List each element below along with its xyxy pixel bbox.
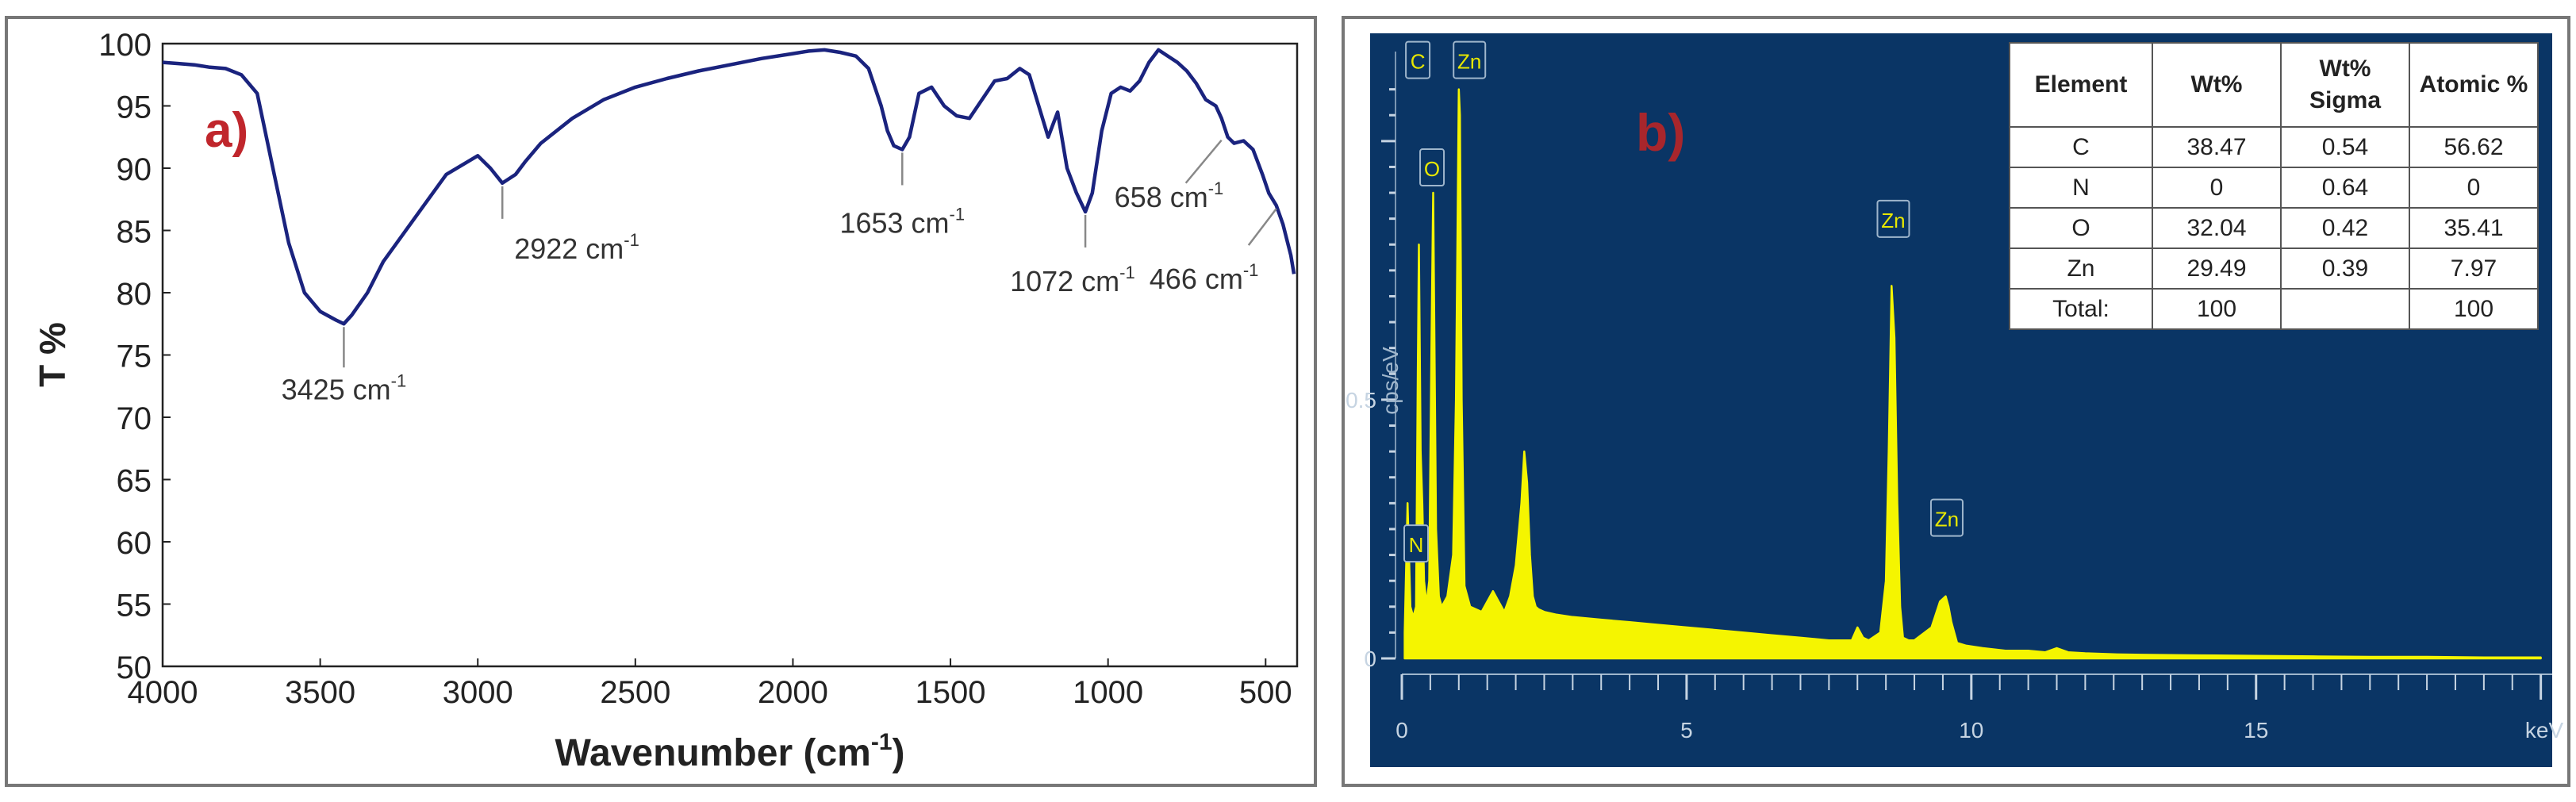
edx-peak-label: Zn [1881,209,1905,232]
ftir-x-axis-label: Wavenumber (cm-1) [555,729,905,774]
ftir-y-tick-label: 95 [117,90,152,125]
edx-peak-label-box [1405,40,1431,79]
edx-x-tick-label: 0 [1395,718,1408,743]
ftir-y-axis-label: T % [32,322,73,387]
edx-table-cell: 100 [2152,288,2282,330]
edx-table-cell: Zn [2009,248,2153,290]
ftir-x-axis-label-main: Wavenumber (cm [555,732,871,774]
ftir-x-tick-label: 1000 [1073,675,1143,710]
edx-table-header: Wt% [2152,42,2282,128]
ftir-peak-annotation: 466 cm-1 [1150,260,1259,295]
ftir-peak-annotation: 2922 cm-1 [514,230,639,265]
edx-y-tick-label: 0 [1364,647,1376,671]
edx-table-row: O 32.04 0.42 35.41 [2009,207,2539,249]
edx-peak-label-box [1453,40,1487,79]
edx-table-header: Atomic % [2409,42,2539,128]
edx-table-cell: 0.64 [2280,167,2410,209]
edx-table-cell: 35.41 [2409,207,2539,249]
ftir-x-tick-label: 1500 [916,675,986,710]
ftir-chart: 50 55 60 65 70 75 80 85 90 95 100 4000 3500 3000 2500… [5,16,1317,787]
ftir-x-tick-label: 4000 [128,675,198,710]
ftir-annotation-leader [1247,208,1277,246]
edx-composition-table: Element Wt% Wt% Sigma Atomic % C 38.47 0.54 56… [2009,42,2539,330]
edx-peak-label: O [1424,157,1440,181]
edx-table-row: C 38.47 0.54 56.62 [2009,126,2539,168]
edx-table-cell: 7.97 [2409,248,2539,290]
edx-table-row: N 0 0.64 0 [2009,167,2539,209]
edx-table-cell [2280,288,2410,330]
edx-table-cell: N [2009,167,2153,209]
ftir-peak-annotation: 658 cm-1 [1115,178,1224,213]
edx-table-cell: C [2009,126,2153,168]
edx-peak-label-box [1403,524,1429,563]
edx-x-axis-label: keV [2525,718,2564,743]
edx-table-cell: 100 [2409,288,2539,330]
edx-table-header: Wt% Sigma [2280,42,2410,128]
ftir-peak-annotation: 3425 cm-1 [282,370,407,405]
edx-table-cell: 38.47 [2152,126,2282,168]
edx-table-row: Zn 29.49 0.39 7.97 [2009,248,2539,290]
panel-label-b: b) [1636,103,1685,162]
edx-spectrum-area [1403,88,2542,660]
ftir-x-axis-label-exp: -1 [871,729,893,755]
ftir-y-tick-label: 70 [117,401,152,436]
edx-peak-label: N [1409,533,1424,557]
panel-label-a: a) [205,103,248,158]
edx-y-axis-label: cps/eV [1378,347,1403,415]
ftir-x-tick-label: 500 [1239,675,1292,710]
ftir-x-tick-label: 2500 [600,675,670,710]
edx-peak-label: Zn [1935,508,1959,531]
edx-table-cell: 56.62 [2409,126,2539,168]
ftir-plot-area [161,42,1299,668]
ftir-y-tick-label: 55 [117,589,152,624]
edx-table-cell: 0.54 [2280,126,2410,168]
edx-table-cell: 32.04 [2152,207,2282,249]
panel-a-frame [5,16,1317,787]
edx-peak-label-box [1419,148,1445,187]
ftir-x-tick-label: 3000 [443,675,513,710]
ftir-y-tick-label: 100 [98,28,152,63]
edx-x-tick-label: 10 [1959,718,1983,743]
edx-peak-label: Zn [1457,50,1481,74]
ftir-y-tick-label: 90 [117,152,152,187]
edx-table-cell: 0.42 [2280,207,2410,249]
edx-table-header: Element [2009,42,2153,128]
ftir-x-tick-label: 3500 [285,675,355,710]
edx-table-cell: 0 [2152,167,2282,209]
edx-table-cell: 29.49 [2152,248,2282,290]
edx-table-cell: 0.39 [2280,248,2410,290]
ftir-peak-annotation: 1072 cm-1 [1010,263,1135,297]
edx-table-row: Total: 100 100 [2009,288,2539,330]
edx-table-cell: O [2009,207,2153,249]
edx-y-tick-label: 0.5 [1346,388,1376,413]
edx-peak-label-box [1929,498,1964,537]
ftir-y-tick-label: 50 [117,650,152,685]
ftir-x-axis-label-close: ) [893,732,905,774]
edx-table-cell: Total: [2009,288,2153,330]
ftir-y-tick-label: 65 [117,464,152,499]
edx-x-tick-label: 15 [2244,718,2268,743]
edx-peak-label-box [1876,199,1910,238]
edx-table-cell: 0 [2409,167,2539,209]
ftir-y-tick-label: 60 [117,526,152,561]
ftir-y-tick-label: 80 [117,277,152,312]
ftir-annotation-leader [1184,139,1223,184]
ftir-transmittance-line [162,48,1296,326]
edx-peak-label: C [1411,50,1426,74]
ftir-peak-annotation: 1653 cm-1 [839,204,965,239]
ftir-y-tick-label: 85 [117,215,152,250]
ftir-x-tick-label: 2000 [758,675,828,710]
ftir-y-tick-label: 75 [117,340,152,374]
edx-x-tick-label: 5 [1680,718,1693,743]
